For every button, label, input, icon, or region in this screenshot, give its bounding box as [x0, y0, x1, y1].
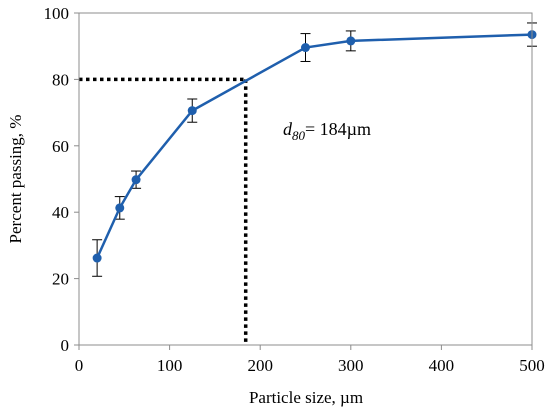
y-tick-label: 60 [52, 137, 69, 156]
x-tick-label: 0 [75, 356, 84, 375]
y-tick-label: 0 [61, 336, 70, 355]
series-line [95, 33, 533, 259]
y-tick-label: 100 [44, 4, 70, 23]
y-tick-label: 80 [52, 70, 69, 89]
plot-area [79, 22, 537, 345]
data-point [92, 253, 102, 263]
axes: 0 100 200 300 400 500 0 20 40 60 80 100 [44, 4, 545, 375]
data-point [301, 43, 310, 53]
d80-annotation: d80= 184µm [283, 119, 371, 143]
data-point [346, 36, 356, 46]
data-point [115, 203, 125, 213]
x-tick-label: 500 [519, 356, 545, 375]
d80-value: = 184µm [305, 119, 371, 139]
y-axis-title: Percent passing, % [6, 115, 25, 244]
x-axis-title: Particle size, µm [249, 388, 363, 407]
x-tick-label: 100 [157, 356, 183, 375]
data-point [131, 175, 141, 185]
d80-subscript: 80 [292, 128, 306, 143]
y-tick-label: 20 [52, 270, 69, 289]
y-tick-label: 40 [52, 203, 69, 222]
x-tick-label: 400 [429, 356, 455, 375]
x-tick-label: 300 [338, 356, 364, 375]
data-point [187, 106, 197, 116]
d80-symbol: d [283, 119, 293, 139]
x-tick-label: 200 [247, 356, 273, 375]
plot-frame [78, 12, 533, 346]
